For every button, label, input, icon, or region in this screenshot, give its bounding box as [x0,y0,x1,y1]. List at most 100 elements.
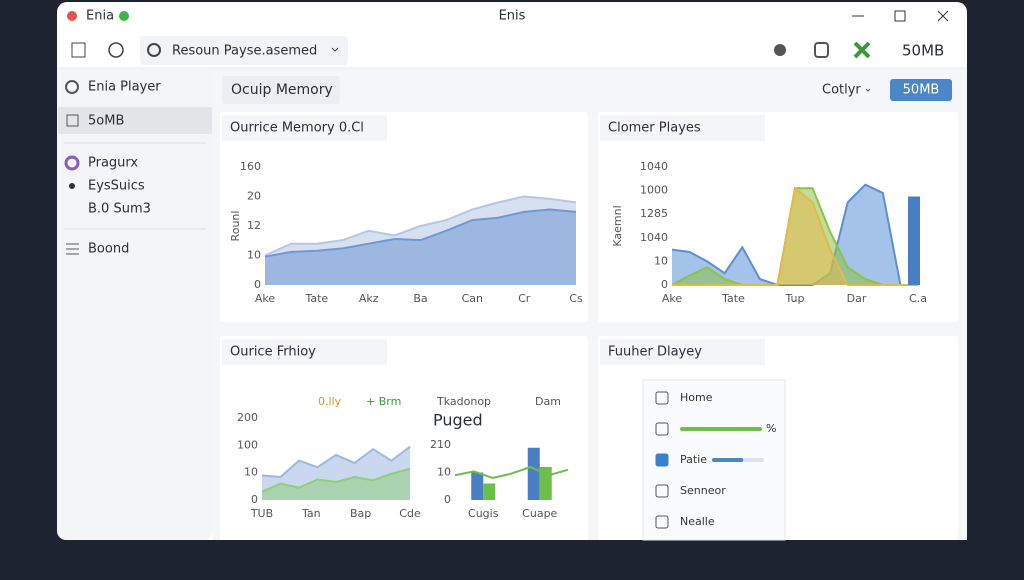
line [454,465,569,480]
bullet [69,183,75,189]
x-tick-label: Cr [518,292,531,305]
area [262,468,410,500]
x-tick-label: Tup [784,292,804,305]
icon-menu [66,243,79,255]
line [261,467,411,493]
line [264,195,577,257]
caret [331,47,339,52]
x-tick-label: Cugis [468,507,499,520]
icon-x[interactable] [853,41,871,59]
badge-text: 50MB [903,83,940,98]
y-tick-label: 10 [437,466,451,479]
y-tick-label: 0 [251,493,258,506]
y-tick-label: 0 [254,278,261,291]
area [672,184,918,285]
x-tick-label: Can [462,292,483,305]
icon [64,155,80,171]
list-item[interactable]: Home [680,391,713,404]
icon [66,114,79,127]
memory-text: 50MB [902,42,944,60]
icon-chip[interactable] [814,42,829,58]
panel-title-bg [600,339,765,365]
y-tick-label: 210 [430,438,451,451]
panel-title-bg [222,115,387,141]
y-tick-label: 12 [247,219,261,232]
panel-title-bg [222,339,387,365]
close-dot[interactable] [67,11,77,21]
sidebar-item[interactable]: EysSuics [88,179,145,194]
window-title: Enis [499,9,526,24]
icon [65,80,79,94]
bar [527,447,540,500]
sidebar-item[interactable]: 5oMB [88,114,124,129]
item-icon [655,453,669,467]
list-item[interactable]: % [766,422,776,435]
list-item[interactable]: Patie [680,453,707,466]
y-tick-label: 1000 [640,184,668,197]
y-axis-label: Rounl [229,211,242,242]
x-tick-label: Akz [359,292,379,305]
x-tick-label: Tan [301,507,321,520]
dropdown-text: Resoun Payse.asemed [172,44,317,59]
label: Puged [433,411,483,430]
bar [908,196,920,285]
panel-title: Clomer Playes [608,121,701,136]
area [672,188,918,285]
y-tick-label: 10 [654,254,668,267]
y-tick-label: 160 [240,160,261,173]
app-name: Enia [86,9,114,24]
icon-refresh[interactable] [108,42,124,58]
sidebar-item[interactable]: Pragurx [88,156,138,171]
y-tick-label: 100 [237,438,258,451]
item-icon [655,391,669,405]
x-tick-label: Ake [255,292,276,305]
caret [865,88,871,92]
heading: Tkadonop [436,395,491,408]
x-tick-label: Bap [350,507,371,520]
icon-doc[interactable] [71,42,86,58]
y-tick-label: 10 [244,466,258,479]
x-tick-label: Ake [662,292,683,305]
sidebar-item[interactable]: Enia Player [88,80,161,95]
y-axis-label: Kaemnl [611,205,624,246]
icon-gear [147,43,161,57]
legend: 0.lly [318,395,342,408]
y-tick-label: 10 [247,249,261,262]
icon-alert[interactable] [774,44,786,56]
heading: Dam [535,395,561,408]
sidebar-item[interactable]: Boond [88,242,129,257]
panel-title-bg [600,115,765,141]
y-tick-label: 0 [661,278,668,291]
line [672,186,918,286]
y-tick-label: 1040 [640,231,668,244]
y-tick-label: 20 [247,190,261,203]
status-dot [119,11,129,21]
panel-title: Ourice Frhioy [230,345,316,360]
y-tick-label: 0 [444,493,451,506]
x-tick-label: Cde [399,507,421,520]
x-tick-label: Dar [847,292,867,305]
area [265,209,576,285]
y-tick-label: 1285 [640,207,668,220]
progress-bar [680,427,762,431]
item-icon [655,422,669,436]
sidebar [57,69,213,540]
x-tick-label: Tate [721,292,745,305]
close[interactable] [937,10,949,22]
item-icon [655,484,669,498]
bar [483,483,496,500]
dropdown[interactable] [140,36,348,65]
x-tick-label: C.a [909,292,927,305]
header-dropdown[interactable]: Cotlyr [822,83,861,98]
progress-bar [712,458,744,462]
list-item[interactable]: Senneor [680,484,726,497]
bar [471,472,484,500]
badge[interactable] [890,79,952,101]
list-item[interactable]: Nealle [680,515,715,528]
maximize[interactable] [894,10,906,22]
y-tick-label: 1040 [640,160,668,173]
legend: + Brm [366,395,401,408]
x-tick-label: Cs [569,292,583,305]
sidebar-item[interactable]: B.0 Sum3 [88,202,151,217]
